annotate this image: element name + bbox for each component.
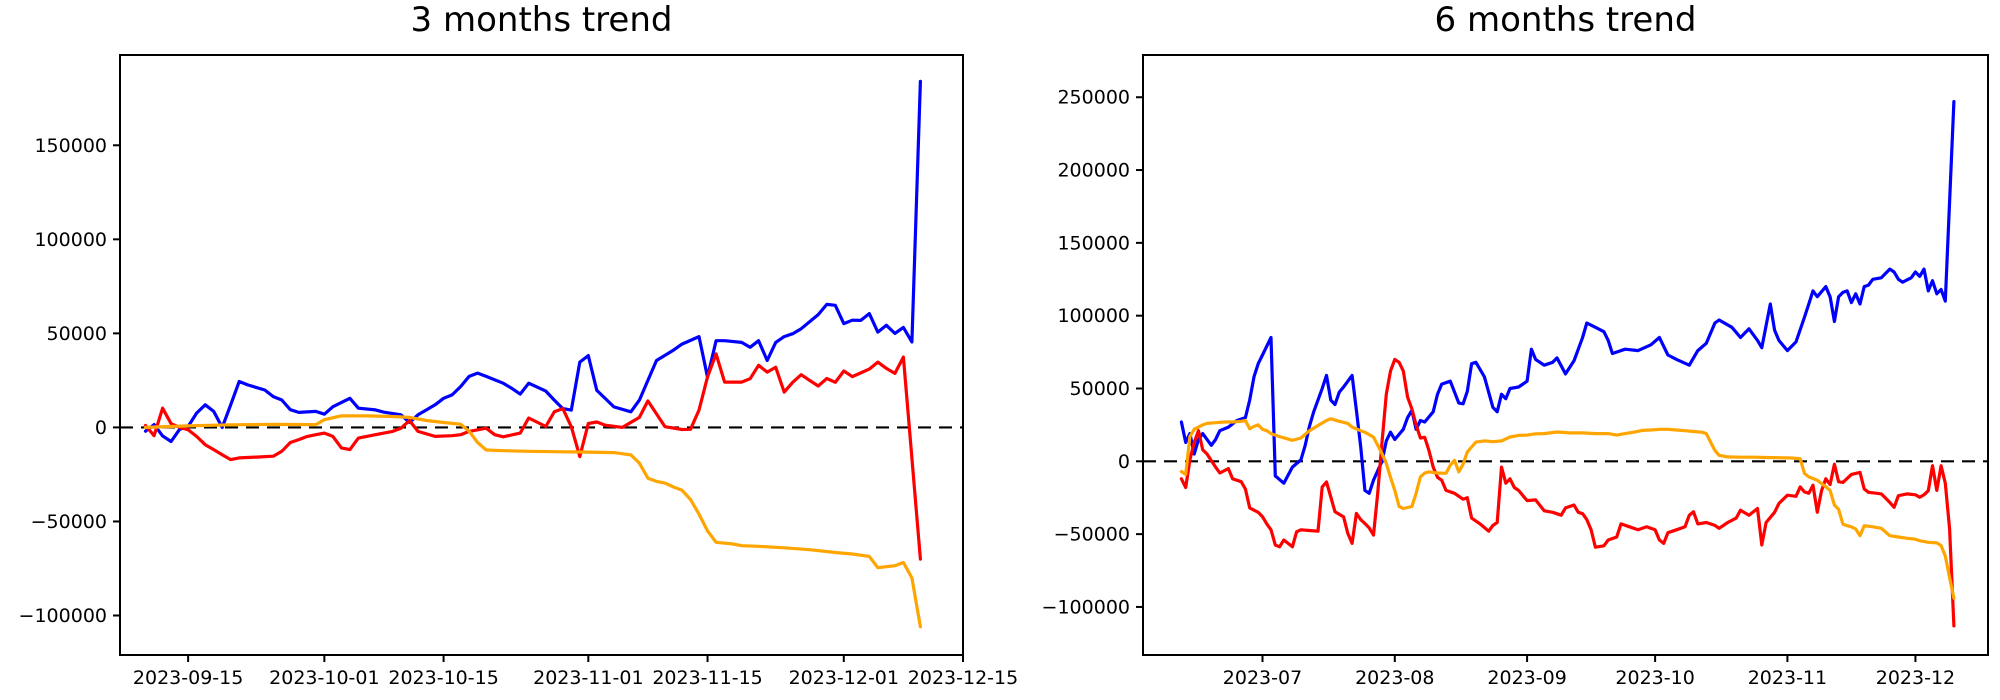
series-blue-line (143, 79, 923, 444)
x-tick-label: 2023-12-15 (908, 667, 1018, 689)
x-tick-label: 2023-12 (1876, 667, 1955, 689)
y-tick-label: 200000 (1057, 160, 1130, 182)
x-tick-label: 2023-07 (1223, 667, 1302, 689)
chart-0: 150000 100000 50000 0 −50000 −100000 2023-09-1… (19, 54, 1018, 689)
series-red-line (1179, 357, 1956, 628)
y-tick-label: 150000 (34, 135, 107, 157)
series-blue-line (1179, 99, 1956, 495)
x-tick-label: 2023-08 (1355, 667, 1434, 689)
y-tick-label: 150000 (1057, 232, 1130, 254)
y-tick-label: 250000 (1057, 87, 1130, 109)
x-axis-ticks: 2023-07 2023-08 2023-09 2023-10 2023-11 2023-… (1223, 655, 1955, 689)
y-axis-ticks: 150000 100000 50000 0 −50000 −100000 (19, 135, 120, 627)
right-chart-title: 6 months trend (1434, 0, 1697, 40)
x-tick-label: 2023-10-15 (388, 667, 498, 689)
chart-1: 250000 200000 150000 100000 50000 0 −50000 −100… (1042, 54, 1989, 689)
y-tick-label: 0 (1118, 451, 1130, 473)
series-red-line (143, 352, 923, 561)
y-tick-label: −100000 (1042, 596, 1130, 618)
x-tick-label: 2023-11 (1748, 667, 1827, 689)
x-tick-label: 2023-10 (1615, 667, 1694, 689)
x-tick-label: 2023-12-01 (789, 667, 899, 689)
y-tick-label: 50000 (1070, 378, 1130, 400)
series-orange-line (1179, 417, 1956, 600)
x-tick-label: 2023-11-01 (533, 667, 643, 689)
x-tick-label: 2023-09 (1487, 667, 1566, 689)
y-tick-label: −100000 (19, 605, 107, 627)
y-tick-label: −50000 (1054, 524, 1130, 546)
x-axis-ticks: 2023-09-15 2023-10-01 2023-10-15 2023-11-01… (133, 655, 1018, 689)
x-tick-label: 2023-11-15 (652, 667, 762, 689)
y-tick-label: −50000 (31, 511, 107, 533)
y-tick-label: 100000 (34, 229, 107, 251)
x-tick-label: 2023-10-01 (269, 667, 379, 689)
y-tick-label: 50000 (47, 323, 107, 345)
y-axis-ticks: 250000 200000 150000 100000 50000 0 −50000 −100… (1042, 87, 1143, 618)
left-chart-title: 3 months trend (410, 0, 673, 40)
y-tick-label: 100000 (1057, 305, 1130, 327)
plot-frame (119, 54, 964, 656)
plot-frame (1142, 54, 1989, 656)
y-tick-label: 0 (95, 417, 107, 439)
series-orange-line (143, 414, 923, 629)
x-tick-label: 2023-09-15 (133, 667, 243, 689)
